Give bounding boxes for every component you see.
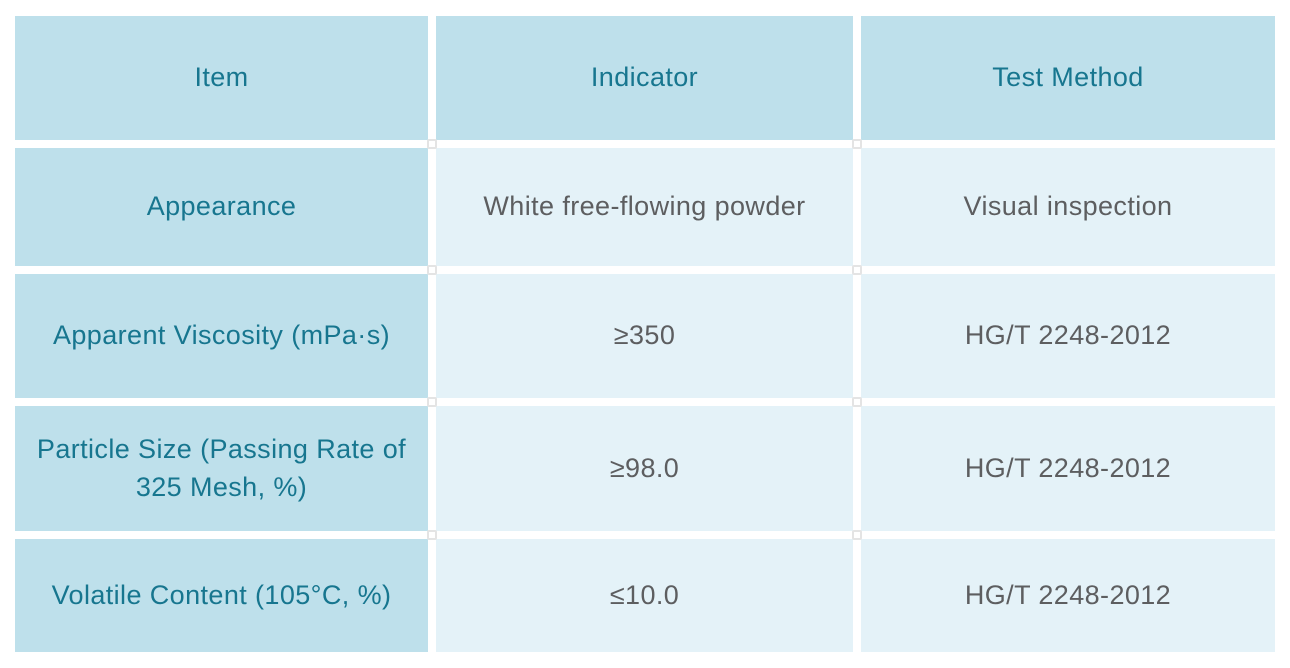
item-cell: Volatile Content (105°C, %) xyxy=(15,539,428,652)
item-cell: Appearance xyxy=(15,148,428,266)
table-row-appearance: Appearance White free-flowing powder Vis… xyxy=(15,139,1275,266)
test-method-cell: Visual inspection xyxy=(852,139,1275,266)
indicator-cell: ≥98.0 xyxy=(427,397,853,531)
test-method-cell: HG/T 2248-2012 xyxy=(852,530,1275,652)
item-cell: Particle Size (Passing Rate of 325 Mesh,… xyxy=(15,406,428,531)
column-header-test-method: Test Method xyxy=(861,16,1275,140)
table-row-volatile-content: Volatile Content (105°C, %) ≤10.0 HG/T 2… xyxy=(15,530,1275,652)
test-method-cell: HG/T 2248-2012 xyxy=(852,265,1275,398)
indicator-cell: ≤10.0 xyxy=(427,530,853,652)
header-row: Item Indicator Test Method xyxy=(15,16,1275,140)
test-method-cell: HG/T 2248-2012 xyxy=(852,397,1275,531)
table-row-apparent-viscosity: Apparent Viscosity (mPa·s) ≥350 HG/T 224… xyxy=(15,265,1275,398)
spec-table: Item Indicator Test Method Appearance Wh… xyxy=(7,8,1283,660)
indicator-cell: White free-flowing powder xyxy=(427,139,853,266)
column-header-item: Item xyxy=(15,16,428,140)
column-header-indicator: Indicator xyxy=(436,16,853,140)
table-row-particle-size: Particle Size (Passing Rate of 325 Mesh,… xyxy=(15,397,1275,531)
item-cell: Apparent Viscosity (mPa·s) xyxy=(15,274,428,398)
indicator-cell: ≥350 xyxy=(427,265,853,398)
